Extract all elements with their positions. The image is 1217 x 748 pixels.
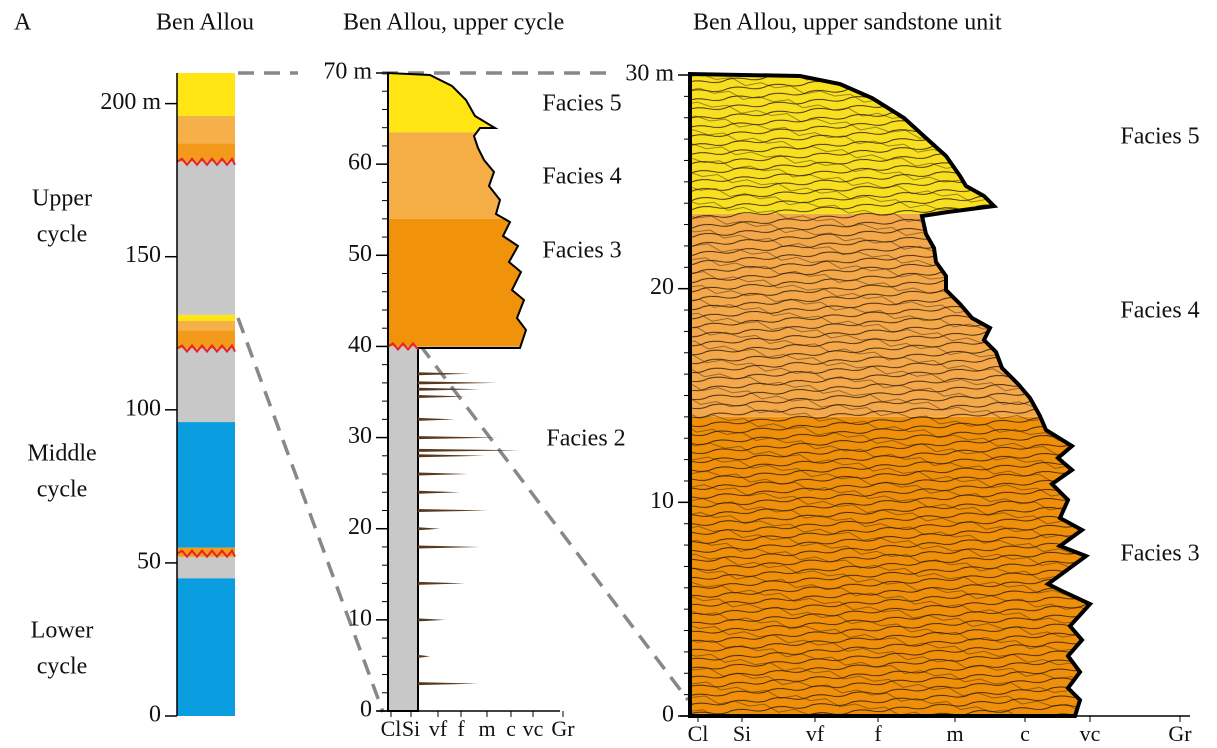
unit (388, 218, 526, 347)
mud-spike (418, 527, 440, 531)
mud-spike (418, 387, 480, 391)
mud-spike (418, 395, 466, 399)
column (388, 73, 526, 711)
connector (418, 343, 690, 702)
tick-label: 60 (348, 150, 372, 176)
tick-label: 20 (650, 274, 674, 300)
mud-spike (418, 381, 497, 385)
unit (177, 330, 235, 349)
tick-label: 150 (125, 242, 161, 268)
mud-spike (418, 472, 468, 476)
tick-label: 30 m (625, 61, 674, 87)
grain-size-label: Gr (1168, 721, 1192, 746)
cycle-label: Lower (31, 618, 94, 644)
tick-label: 40 (348, 332, 372, 358)
unit (177, 348, 235, 423)
tick-label: 50 (137, 548, 161, 574)
facies-label: Facies 3 (542, 238, 621, 264)
mud-spike (418, 545, 480, 549)
grain-size-label: f (874, 721, 882, 746)
facies-label: Facies 3 (1120, 541, 1199, 567)
grain-size-label: Si (402, 716, 420, 741)
facies-label: Facies 5 (1120, 124, 1199, 150)
unconformity (176, 548, 236, 559)
tick-label: 200 m (100, 89, 161, 115)
tick-label: 50 (348, 241, 372, 267)
unit (177, 161, 235, 315)
grain-size-label: f (457, 716, 465, 741)
grain-size-label: m (478, 716, 495, 741)
mud-spike (418, 490, 460, 494)
grain-size-label: Cl (688, 721, 709, 746)
facies-label: Facies 4 (542, 164, 621, 190)
mud-spike (418, 581, 465, 585)
mud-spike (418, 508, 488, 512)
unit (177, 115, 235, 144)
facies-label: Facies 2 (546, 426, 625, 452)
grain-size-label: m (946, 721, 963, 746)
unit (177, 422, 235, 548)
grain-size-label: Gr (551, 716, 575, 741)
mud-spike (418, 618, 445, 622)
tick-label: 20 (348, 514, 372, 540)
tick-label: 30 (348, 423, 372, 449)
grain-size-label: c (506, 716, 516, 741)
tick-label: 100 (125, 395, 161, 421)
mud-spike (418, 454, 485, 458)
panel-label: A (14, 10, 32, 36)
cycle-label: cycle (37, 477, 88, 503)
connector (236, 317, 385, 713)
mud-spike (418, 417, 455, 421)
cycle-label: Upper (32, 186, 92, 212)
facies-label: Facies 4 (1120, 298, 1199, 324)
tick-label: 10 (348, 605, 372, 631)
profile-outline (387, 71, 528, 712)
cycle-label: cycle (37, 654, 88, 680)
grain-size-label: vc (1080, 721, 1101, 746)
unit (177, 314, 235, 322)
cycle-label: Middle (27, 441, 96, 467)
connectors (236, 71, 690, 713)
mud-spike (418, 682, 478, 686)
panel-title: Ben Allou (156, 10, 254, 36)
mud-spike (418, 436, 498, 440)
unit (177, 578, 235, 716)
unit (388, 132, 526, 219)
grain-size-label: vc (523, 716, 544, 741)
facies-label: Facies 5 (542, 91, 621, 117)
grain-size-label: Cl (381, 716, 402, 741)
grain-size-label: c (1020, 721, 1030, 746)
cross-bedding (690, 75, 1090, 716)
profile-outline (688, 71, 1094, 718)
unit (177, 143, 235, 162)
tick-label: 70 m (323, 59, 372, 85)
panel-title: Ben Allou, upper cycle (343, 10, 564, 36)
unit (177, 73, 235, 116)
column (690, 75, 1090, 716)
unit (177, 547, 235, 557)
cycle-label: cycle (37, 222, 88, 248)
tick-label: 0 (360, 697, 372, 723)
unit (388, 346, 526, 711)
grain-size-label: vf (806, 721, 825, 746)
tick-label: 0 (149, 702, 161, 728)
grain-size-label: vf (429, 716, 448, 741)
mud-spike (418, 372, 470, 376)
mud-spike (418, 654, 430, 658)
column (177, 73, 235, 716)
tick-label: 0 (662, 702, 674, 728)
tick-label: 10 (650, 488, 674, 514)
panel-title: Ben Allou, upper sandstone unit (693, 10, 1002, 36)
unit (177, 321, 235, 331)
grain-size-label: Si (733, 721, 751, 746)
mud-spike (418, 448, 520, 452)
unconformity (176, 156, 236, 167)
unconformity (176, 343, 236, 354)
unit (177, 556, 235, 579)
unconformity (387, 341, 419, 351)
